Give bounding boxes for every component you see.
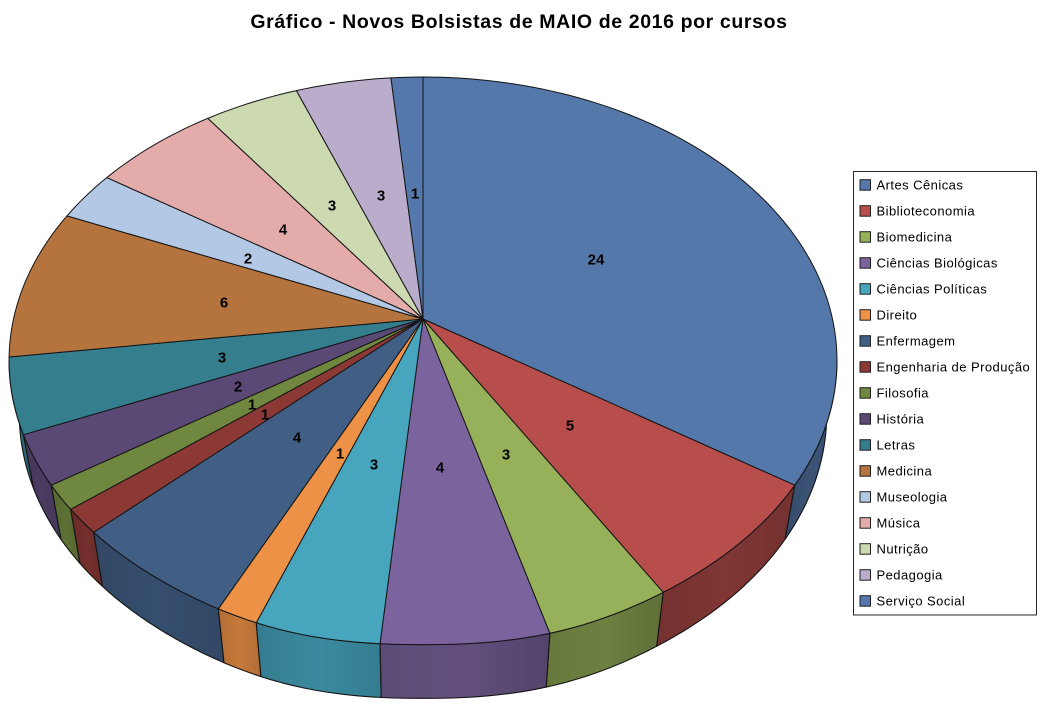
svg-text:4: 4 [293,429,302,446]
svg-text:3: 3 [377,187,385,204]
svg-text:1: 1 [261,406,269,423]
svg-text:Ciências Políticas: Ciências Políticas [877,282,988,297]
svg-text:História: História [877,412,925,427]
svg-text:6: 6 [220,294,228,311]
svg-text:3: 3 [328,197,336,214]
svg-text:Serviço Social: Serviço Social [877,594,966,609]
svg-text:24: 24 [588,251,605,268]
svg-text:Pedagogia: Pedagogia [877,568,944,583]
svg-text:Biblioteconomia: Biblioteconomia [877,204,976,219]
svg-text:Música: Música [877,516,921,531]
svg-text:4: 4 [436,459,445,476]
svg-text:2: 2 [244,250,252,267]
svg-text:Direito: Direito [877,308,918,323]
svg-text:Nutrição: Nutrição [877,542,929,557]
svg-text:2: 2 [234,378,242,395]
svg-text:Biomedicina: Biomedicina [877,230,953,245]
svg-text:3: 3 [218,349,226,366]
svg-text:1: 1 [248,396,256,413]
svg-text:Ciências Biológicas: Ciências Biológicas [877,256,998,271]
svg-text:Enfermagem: Enfermagem [877,334,956,349]
svg-text:5: 5 [566,417,574,434]
svg-text:3: 3 [502,446,510,463]
svg-text:1: 1 [411,185,419,202]
svg-text:Medicina: Medicina [877,464,933,479]
svg-text:Artes Cênicas: Artes Cênicas [877,178,964,193]
svg-text:Letras: Letras [877,438,916,453]
svg-text:4: 4 [279,221,288,238]
svg-text:Filosofia: Filosofia [877,386,930,401]
svg-text:Gráfico - Novos Bolsistas de M: Gráfico - Novos Bolsistas de MAIO de 201… [250,11,787,33]
svg-text:1: 1 [336,445,344,462]
svg-text:Museologia: Museologia [877,490,948,505]
svg-text:3: 3 [370,456,378,473]
svg-text:Engenharia de Produção: Engenharia de Produção [877,360,1031,375]
